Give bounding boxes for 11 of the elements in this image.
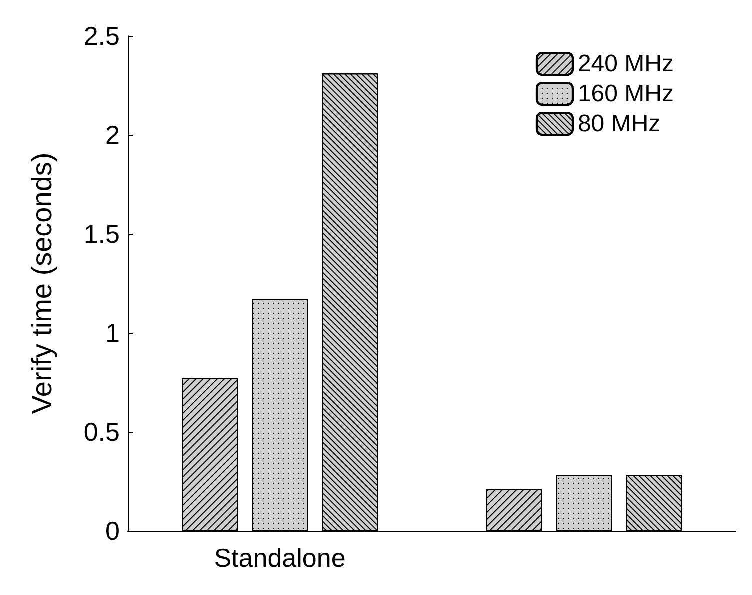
- y-axis-title: Verify time (seconds): [26, 152, 58, 414]
- legend-label: 240 MHz: [578, 50, 674, 78]
- legend-label: 160 MHz: [578, 80, 674, 108]
- legend-label: 80 MHz: [578, 110, 661, 138]
- y-tick-label: 2.5: [84, 21, 120, 51]
- x-tick-label: Standalone: [214, 543, 346, 573]
- y-tick-label: 0: [106, 516, 120, 546]
- y-tick-label: 0.5: [84, 417, 120, 447]
- y-tick-label: 2: [106, 120, 120, 150]
- y-tick-label: 1: [106, 318, 120, 348]
- y-tick-label: 1.5: [84, 219, 120, 249]
